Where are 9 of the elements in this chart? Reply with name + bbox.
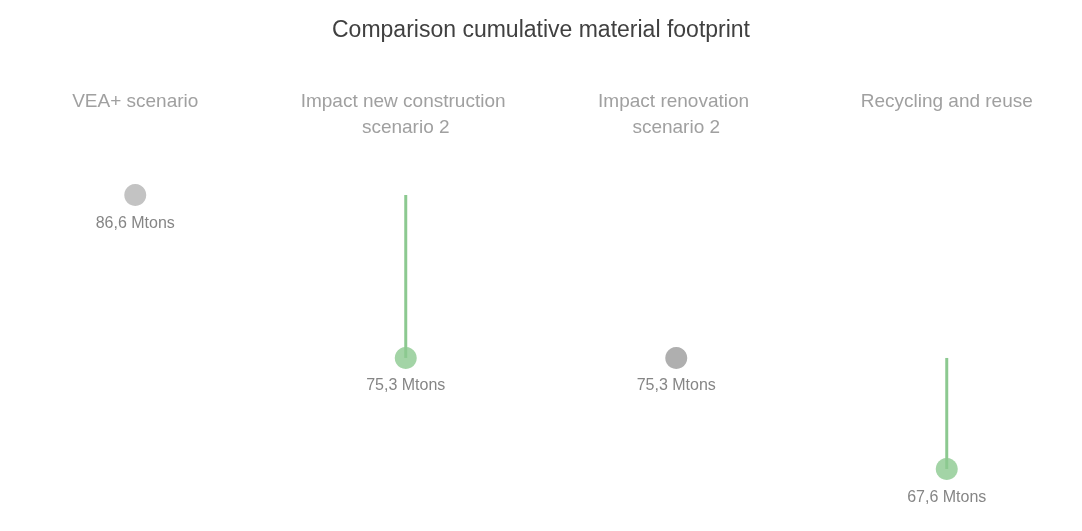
x-tick-label: Impact new construction scenario 2 xyxy=(300,89,511,137)
data-label: 67,6 Mtons xyxy=(907,487,987,505)
x-tick-label: VEA+ scenario xyxy=(72,89,199,111)
data-label: 75,3 Mtons xyxy=(636,376,716,394)
data-label: 86,6 Mtons xyxy=(95,213,175,231)
chart-title: Comparison cumulative material footprint xyxy=(331,15,751,42)
data-label: 75,3 Mtons xyxy=(366,376,446,394)
x-tick-label: Recycling and reuse xyxy=(860,89,1033,111)
x-tick-label: Impact renovation scenario 2 xyxy=(598,89,755,137)
